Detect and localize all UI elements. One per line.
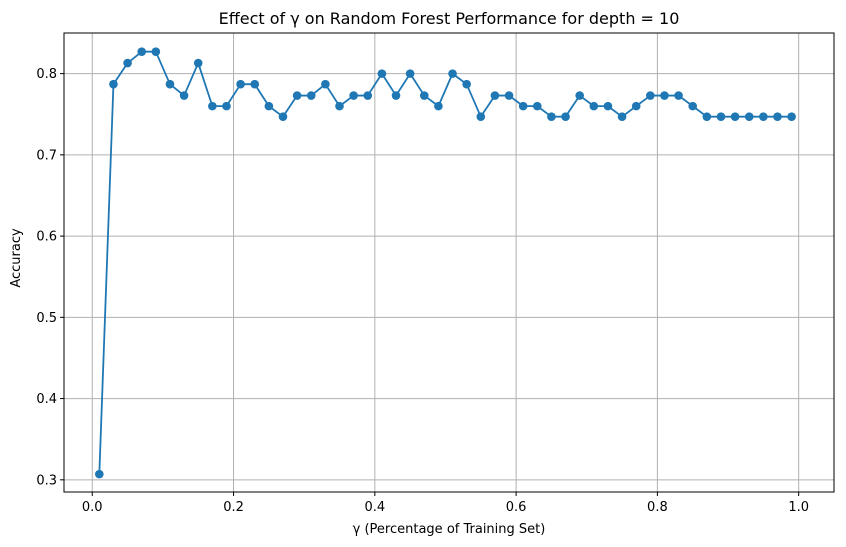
data-point: [264, 101, 274, 111]
y-tick-label: 0.5: [36, 311, 57, 326]
data-point: [448, 69, 457, 78]
x-tick-label: 0.8: [647, 500, 668, 515]
data-point: [95, 469, 104, 479]
data-point: [702, 112, 712, 121]
data-point: [306, 91, 316, 100]
plot-area: [95, 47, 796, 479]
data-point: [349, 91, 358, 100]
data-point: [787, 112, 796, 121]
data-point: [419, 91, 429, 100]
x-tick-label: 0.4: [364, 500, 385, 515]
data-point: [631, 101, 641, 111]
x-axis-label: γ (Percentage of Training Set): [353, 522, 546, 537]
data-point: [222, 101, 231, 111]
data-point: [208, 101, 217, 111]
data-point: [759, 112, 768, 121]
data-point: [688, 101, 698, 111]
x-tick-label: 0.2: [223, 500, 244, 515]
x-axis: 0.0 0.2 0.4 0.6 0.8 1.0: [82, 492, 809, 515]
data-point: [335, 101, 344, 111]
y-tick-label: 0.8: [36, 67, 57, 82]
x-tick-label: 0.0: [82, 500, 103, 515]
data-point: [730, 112, 740, 121]
data-point: [744, 112, 754, 121]
data-point: [151, 47, 161, 56]
y-tick-label: 0.6: [36, 230, 57, 245]
chart-title: Effect of γ on Random Forest Performance…: [219, 9, 680, 28]
data-point: [405, 69, 415, 78]
y-tick-label: 0.3: [36, 473, 57, 488]
data-point: [377, 69, 387, 78]
data-point: [193, 58, 203, 68]
data-point: [561, 112, 570, 121]
data-point: [321, 79, 330, 89]
x-tick-label: 0.6: [506, 500, 527, 515]
data-point: [716, 112, 726, 121]
data-point: [518, 101, 528, 111]
y-axis: 0.3 0.4 0.5 0.6 0.7 0.8: [36, 67, 64, 488]
data-point: [603, 101, 613, 111]
data-point: [773, 112, 782, 121]
data-point: [547, 112, 556, 121]
data-point: [278, 112, 288, 121]
data-point: [292, 91, 302, 100]
data-point: [137, 47, 147, 56]
data-point: [504, 91, 514, 100]
x-tick-label: 1.0: [788, 500, 809, 515]
data-point: [109, 79, 118, 89]
data-point: [617, 112, 627, 121]
data-point: [434, 101, 443, 111]
data-point: [674, 91, 683, 100]
y-tick-label: 0.4: [36, 392, 57, 407]
data-point: [533, 101, 542, 111]
data-point: [660, 91, 669, 100]
data-point: [123, 58, 132, 68]
data-point: [391, 91, 401, 100]
data-point: [646, 91, 655, 100]
data-point: [490, 91, 500, 100]
data-point: [575, 91, 584, 100]
y-axis-label: Accuracy: [9, 228, 24, 288]
data-point: [236, 79, 245, 89]
y-tick-label: 0.7: [36, 148, 57, 163]
data-point: [250, 79, 260, 89]
data-point: [462, 79, 471, 89]
data-point: [165, 79, 175, 89]
data-point: [589, 101, 599, 111]
data-point: [476, 112, 486, 121]
data-point: [363, 91, 373, 100]
axes-frame: [63, 32, 835, 493]
data-point: [179, 91, 189, 100]
grid-lines: [64, 33, 834, 492]
